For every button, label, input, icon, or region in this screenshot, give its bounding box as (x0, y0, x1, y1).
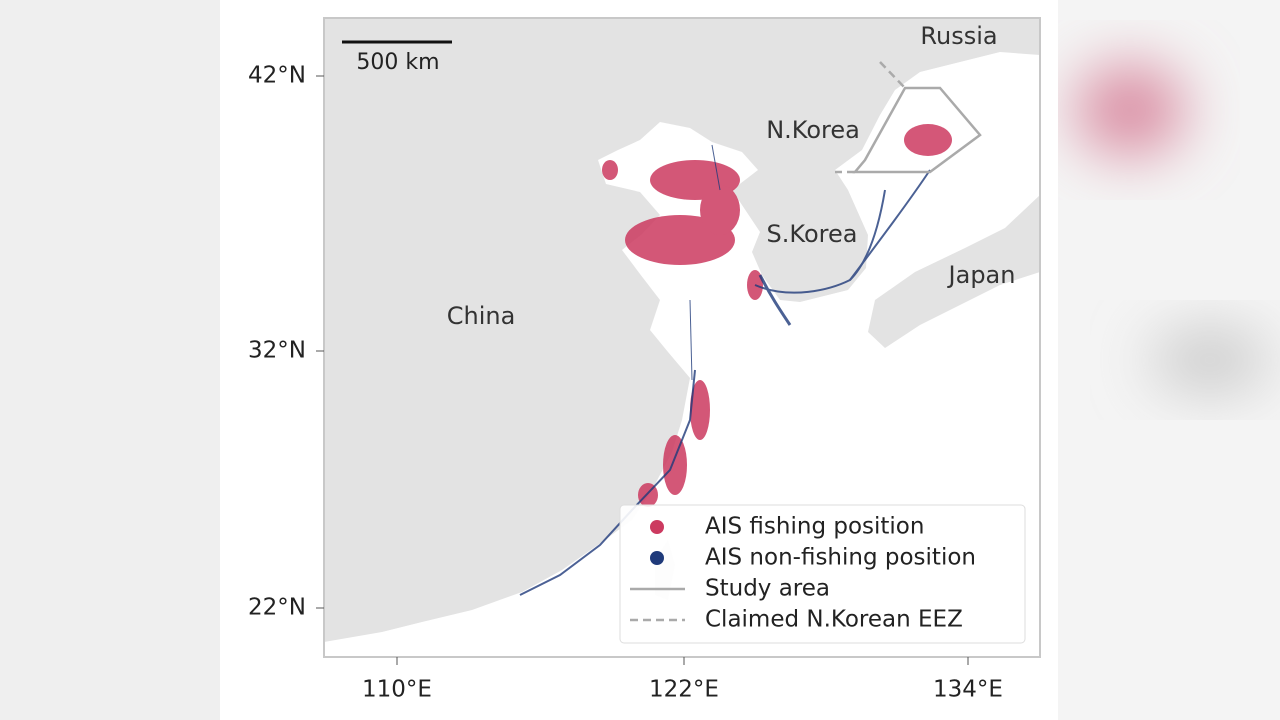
legend-box (619, 504, 1026, 644)
lat-tick-label: 32°N (248, 338, 306, 364)
legend-label: AIS non-fishing position (705, 545, 976, 571)
region-label: N.Korea (766, 116, 860, 144)
map-frame (323, 17, 1041, 658)
labels: Russia N.Korea S.Korea Japan China 42°N 32°N 22… (248, 22, 1015, 703)
legend-nonfishing-marker (650, 551, 664, 565)
region-label: Russia (920, 22, 997, 50)
eez-boundary (835, 61, 906, 174)
legend: AIS fishing position AIS non-fishing posi… (619, 504, 1026, 644)
legend-fishing-marker (650, 520, 664, 534)
lon-tick-label: 134°E (933, 677, 1003, 703)
legend-label: AIS fishing position (705, 514, 924, 540)
region-label: S.Korea (767, 220, 858, 248)
side-panel-left (0, 0, 220, 720)
legend-label: Claimed N.Korean EEZ (705, 607, 963, 633)
land-japan (868, 195, 1040, 348)
lon-tick-label: 110°E (362, 677, 432, 703)
scale-label: 500 km (356, 50, 439, 75)
legend-label: Study area (705, 576, 830, 602)
land-mainland (324, 18, 1040, 642)
region-label: China (447, 302, 516, 330)
lon-tick-label: 122°E (649, 677, 719, 703)
region-label: Japan (947, 261, 1016, 289)
side-blur (1075, 65, 1270, 390)
lat-tick-label: 22°N (248, 595, 306, 621)
lat-tick-label: 42°N (248, 63, 306, 89)
